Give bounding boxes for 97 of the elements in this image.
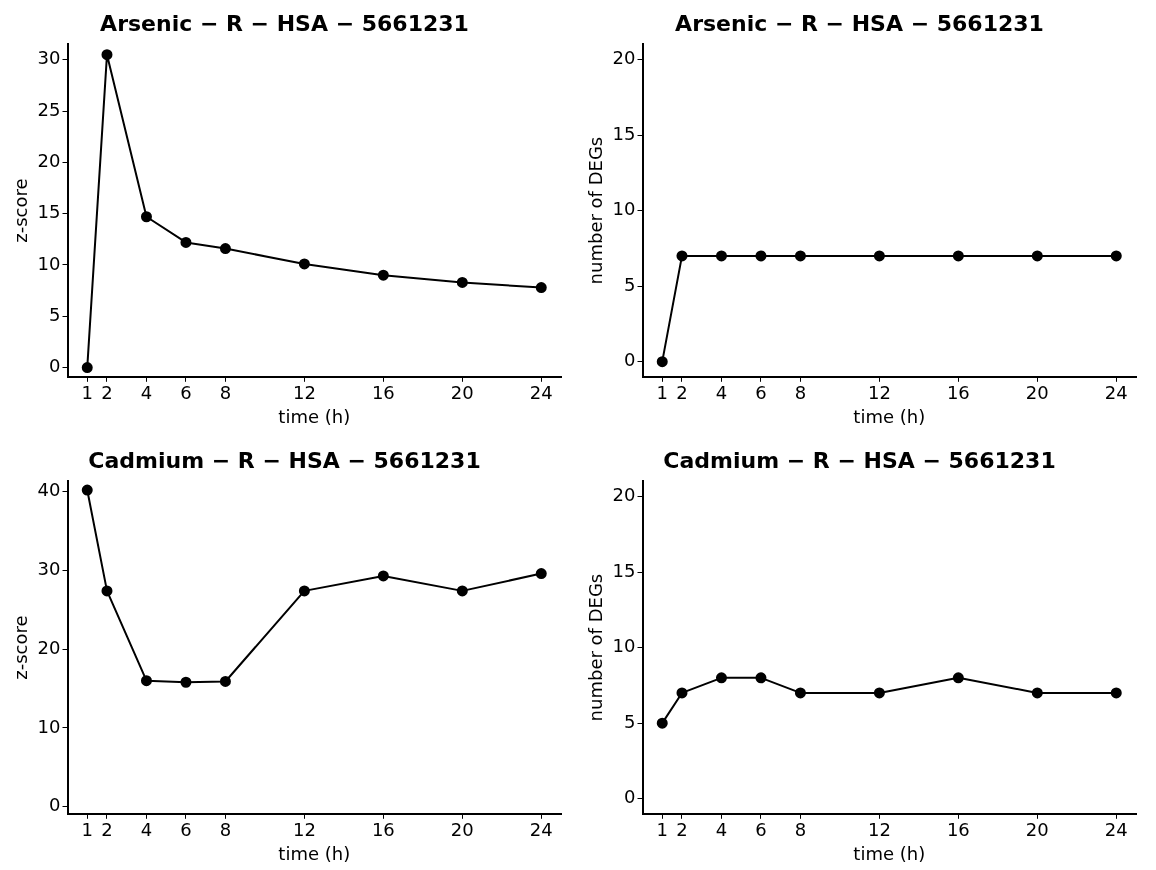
y-tick-label: 20: [612, 47, 636, 69]
x-tick-label: 8: [219, 819, 232, 841]
y-tick-label: 10: [612, 198, 636, 220]
y-tick-label: 15: [37, 201, 61, 223]
x-tick-label: 16: [371, 819, 395, 841]
x-tick-label: 20: [1025, 819, 1049, 841]
point: [755, 672, 767, 684]
y-tick-label: 10: [37, 715, 61, 737]
x-tick-label: 8: [219, 382, 232, 404]
point: [456, 276, 468, 288]
x-tick-label: 2: [101, 382, 113, 404]
point: [219, 243, 231, 255]
x-axis-title: time (h): [278, 842, 351, 864]
x-tick-label: 2: [101, 819, 113, 841]
point: [952, 672, 964, 684]
x-tick-label: 1: [656, 819, 668, 841]
x-tick-label: 1: [81, 819, 93, 841]
x-tick-label: 16: [946, 382, 970, 404]
y-tick-label: 20: [612, 484, 636, 506]
x-tick-label: 2: [676, 382, 688, 404]
y-tick-label: 10: [612, 635, 636, 657]
y-tick-label: 20: [37, 636, 61, 658]
x-tick-label: 6: [180, 382, 192, 404]
point: [140, 211, 152, 223]
y-tick-label: 15: [612, 559, 636, 581]
x-tick-label: 24: [1104, 382, 1128, 404]
x-axis-title: time (h): [853, 405, 926, 427]
chart-title: Cadmium − R − HSA − 5661231: [88, 447, 481, 473]
y-axis-title: z-score: [10, 178, 32, 243]
x-tick-label: 6: [755, 819, 767, 841]
x-tick-label: 6: [755, 382, 767, 404]
x-tick-label: 1: [81, 382, 93, 404]
x-tick-label: 20: [450, 819, 474, 841]
point: [101, 49, 113, 61]
point: [140, 675, 152, 687]
x-tick-label: 24: [529, 819, 553, 841]
x-tick-label: 12: [867, 382, 891, 404]
y-axis-title: number of DEGs: [585, 136, 607, 285]
chart-title: Cadmium − R − HSA − 5661231: [663, 447, 1056, 473]
x-tick-label: 12: [292, 819, 316, 841]
point: [377, 570, 389, 582]
point: [656, 717, 668, 729]
y-tick-label: 25: [37, 98, 61, 120]
point: [676, 687, 688, 699]
y-tick-label: 5: [624, 273, 636, 295]
y-tick-label: 10: [37, 252, 61, 274]
x-tick-label: 2: [676, 819, 688, 841]
x-axis-title: time (h): [278, 405, 351, 427]
y-tick-label: 20: [37, 150, 61, 172]
y-tick-label: 5: [49, 303, 61, 325]
chart-title: Arsenic − R − HSA − 5661231: [675, 10, 1044, 36]
x-tick-label: 1: [656, 382, 668, 404]
x-tick-label: 12: [867, 819, 891, 841]
x-tick-label: 24: [529, 382, 553, 404]
x-tick-label: 4: [140, 819, 153, 841]
y-tick-label: 0: [624, 349, 636, 371]
x-tick-label: 24: [1104, 819, 1128, 841]
x-tick-label: 4: [715, 382, 728, 404]
point: [794, 687, 806, 699]
y-tick-label: 30: [37, 558, 61, 580]
x-tick-label: 4: [140, 382, 153, 404]
y-tick-label: 0: [624, 786, 636, 808]
point: [180, 236, 192, 248]
point: [377, 269, 389, 281]
point: [219, 675, 231, 687]
x-tick-label: 20: [450, 382, 474, 404]
point: [1031, 687, 1043, 699]
x-tick-label: 4: [715, 819, 728, 841]
point: [298, 258, 310, 270]
chart-title: Arsenic − R − HSA − 5661231: [100, 10, 469, 36]
x-axis-title: time (h): [853, 842, 926, 864]
point: [535, 282, 547, 294]
y-tick-label: 15: [612, 122, 636, 144]
point: [873, 687, 885, 699]
y-axis-title: number of DEGs: [585, 573, 607, 722]
x-tick-label: 16: [946, 819, 970, 841]
x-tick-label: 20: [1025, 382, 1049, 404]
point: [456, 585, 468, 597]
point: [715, 672, 727, 684]
x-tick-label: 6: [180, 819, 192, 841]
y-tick-label: 0: [49, 355, 61, 377]
x-tick-label: 16: [371, 382, 395, 404]
y-tick-label: 0: [49, 794, 61, 816]
point: [180, 676, 192, 688]
point: [81, 362, 93, 374]
x-tick-label: 12: [292, 382, 316, 404]
point: [81, 484, 93, 496]
x-tick-label: 8: [794, 819, 807, 841]
y-tick-label: 40: [37, 479, 61, 501]
point: [298, 585, 310, 597]
point: [535, 568, 547, 580]
y-axis-title: z-score: [10, 615, 32, 680]
y-tick-label: 30: [37, 47, 61, 69]
point: [1110, 687, 1122, 699]
point: [101, 585, 113, 597]
y-tick-label: 5: [624, 710, 636, 732]
x-tick-label: 8: [794, 382, 807, 404]
